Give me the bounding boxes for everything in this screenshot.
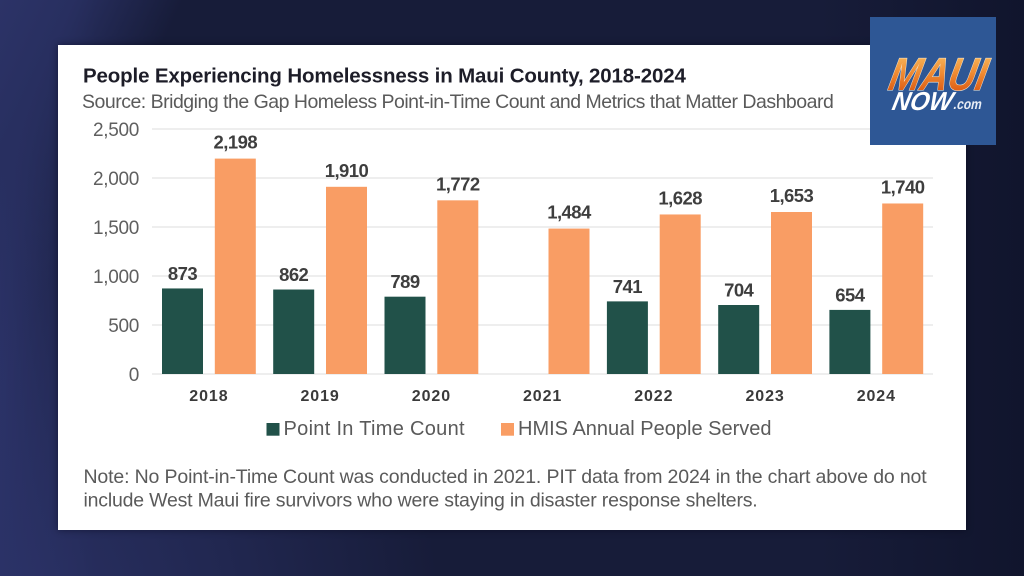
- svg-text:.com: .com: [952, 97, 983, 113]
- svg-text:HMIS Annual People Served: HMIS Annual People Served: [518, 418, 772, 440]
- svg-text:2022: 2022: [634, 388, 673, 405]
- svg-text:1,484: 1,484: [547, 202, 592, 223]
- svg-text:1,628: 1,628: [658, 188, 702, 209]
- svg-text:789: 789: [390, 271, 419, 292]
- svg-text:1,740: 1,740: [881, 177, 925, 198]
- svg-text:1,653: 1,653: [770, 185, 814, 206]
- svg-text:Point In Time Count: Point In Time Count: [284, 418, 465, 440]
- svg-text:2021: 2021: [523, 388, 562, 405]
- svg-text:1,772: 1,772: [436, 173, 480, 194]
- svg-text:2024: 2024: [857, 388, 896, 405]
- svg-text:500: 500: [108, 316, 139, 337]
- svg-text:704: 704: [724, 280, 754, 301]
- svg-text:2018: 2018: [189, 388, 228, 405]
- svg-text:1,000: 1,000: [93, 267, 139, 288]
- svg-text:862: 862: [279, 264, 308, 285]
- svg-text:2020: 2020: [412, 388, 451, 405]
- svg-text:include West Maui fire survivo: include West Maui fire survivors who wer…: [84, 490, 758, 512]
- svg-text:0: 0: [129, 365, 139, 386]
- svg-text:1,910: 1,910: [325, 160, 369, 181]
- svg-text:Source: Bridging the Gap Homel: Source: Bridging the Gap Homeless Point-…: [82, 91, 833, 113]
- svg-text:654: 654: [835, 284, 865, 305]
- svg-text:Note: No Point-in-Time Count w: Note: No Point-in-Time Count was conduct…: [84, 466, 928, 488]
- svg-text:2,198: 2,198: [214, 132, 258, 153]
- svg-text:873: 873: [168, 263, 197, 284]
- svg-text:NOW: NOW: [890, 86, 958, 116]
- svg-text:741: 741: [613, 276, 642, 297]
- svg-text:2,500: 2,500: [93, 120, 139, 141]
- svg-text:2,000: 2,000: [93, 169, 139, 190]
- svg-text:1,500: 1,500: [93, 218, 139, 239]
- svg-text:People Experiencing Homelessne: People Experiencing Homelessness in Maui…: [83, 64, 686, 87]
- svg-text:2023: 2023: [745, 388, 784, 405]
- svg-text:MAUI: MAUI: [885, 48, 994, 99]
- svg-text:2019: 2019: [300, 388, 339, 405]
